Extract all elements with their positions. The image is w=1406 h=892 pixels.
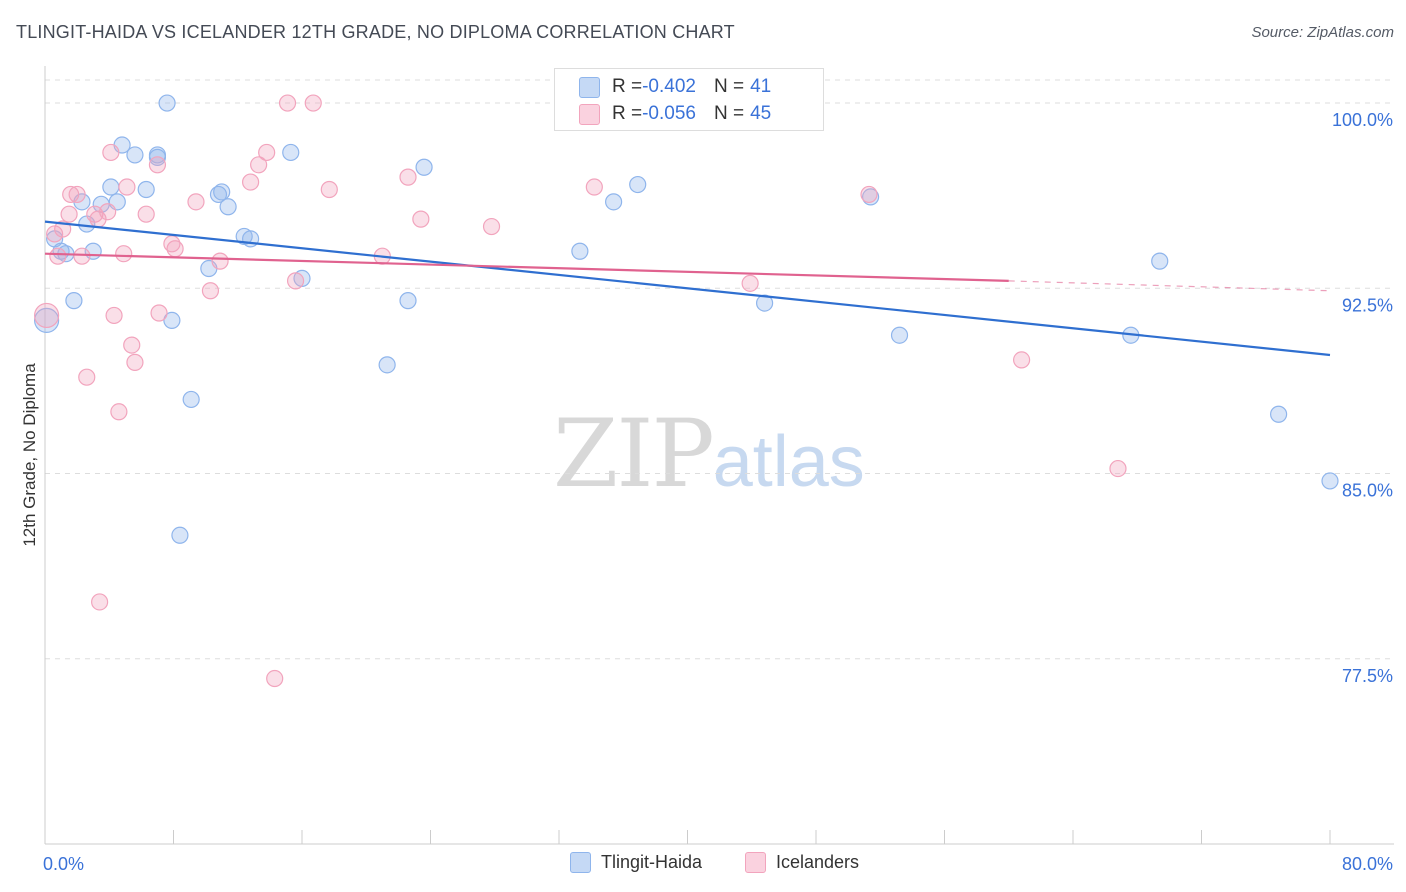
icelander-point: [741, 274, 759, 292]
icelander-point: [278, 94, 297, 112]
tlingit-haida-point: [755, 294, 774, 312]
icelander-point: [166, 240, 184, 258]
tlingit-haida-point: [282, 143, 300, 162]
tlingit-haida-point: [378, 356, 396, 374]
icelander-point: [585, 178, 603, 196]
tlingit-haida-point: [102, 178, 120, 196]
tlingit-haida-point: [137, 180, 155, 199]
icelander-point: [91, 593, 109, 611]
icelander-point: [54, 220, 72, 238]
icelander-point: [860, 185, 878, 204]
legend-r-label: R =: [612, 76, 643, 97]
tlingit-haida-point: [415, 158, 433, 176]
icelander-point: [99, 203, 117, 221]
watermark: ZIPatlas: [553, 400, 865, 509]
icelander-trendline: [44, 252, 1009, 282]
icelander-point: [250, 156, 268, 174]
icelander-point: [73, 247, 91, 265]
icelander-point: [105, 306, 123, 325]
y-tick-label: 77.5%: [1342, 666, 1393, 686]
icelander-point: [49, 247, 67, 265]
icelander-point: [482, 217, 501, 236]
legend-r-value: -0.056: [642, 103, 696, 124]
icelander-point: [34, 302, 60, 329]
icelander-point: [110, 403, 128, 421]
icelander-point: [211, 252, 229, 270]
tlingit-haida-point: [1151, 252, 1169, 270]
legend-r-value: -0.402: [642, 76, 696, 97]
icelander-point: [102, 143, 120, 162]
watermark-zip: ZIP: [553, 400, 715, 509]
icelander-point: [60, 205, 78, 223]
tlingit-haida-trendline: [44, 220, 1331, 357]
icelander-point: [1109, 459, 1127, 478]
icelander-point: [115, 245, 133, 263]
tlingit-haida-point: [126, 146, 144, 164]
tlingit-haida-point: [1321, 472, 1339, 490]
tlingit-haida-point: [163, 311, 181, 329]
legend-n-label: N =: [713, 103, 745, 124]
icelander-point: [304, 94, 322, 112]
icelander-point: [201, 282, 220, 300]
tlingit-haida-point: [571, 242, 589, 260]
icelander-point: [137, 205, 155, 223]
icelander-point: [242, 173, 260, 191]
legend-row-icelanders: R = -0.056 N = 45: [579, 102, 771, 126]
icelander-point: [68, 185, 86, 204]
bottom-legend-swatch-blue: [570, 852, 591, 873]
tlingit-haida-point: [629, 175, 647, 194]
icelander-point: [148, 156, 167, 174]
legend-n-value: 45: [750, 103, 772, 124]
tlingit-haida-point: [213, 183, 231, 201]
legend-n-value: 41: [750, 76, 772, 97]
icelander-point: [286, 272, 305, 290]
icelander-point: [126, 353, 144, 371]
tlingit-haida-point: [1269, 405, 1288, 423]
icelander-point: [1012, 351, 1031, 369]
legend-r-label: R =: [612, 103, 643, 124]
icelander-point: [412, 210, 430, 228]
icelander-point: [123, 336, 141, 354]
y-tick-label: 85.0%: [1342, 481, 1393, 501]
legend-swatch-blue: [579, 76, 600, 98]
bottom-legend-swatch-pink: [745, 852, 766, 873]
source-label: Source: ZipAtlas.com: [1251, 24, 1394, 41]
y-tick-label: 100.0%: [1332, 110, 1393, 130]
tlingit-haida-point: [65, 292, 83, 310]
icelander-point: [118, 178, 136, 196]
bottom-legend-label: Icelanders: [776, 852, 860, 872]
icelander-point: [266, 669, 284, 688]
y-tick-label: 92.5%: [1342, 295, 1393, 315]
tlingit-haida-point: [158, 94, 176, 112]
tlingit-haida-point: [605, 193, 623, 211]
legend-swatch-pink: [579, 103, 600, 125]
icelander-point: [86, 205, 104, 223]
icelander-point: [187, 193, 205, 211]
tlingit-haida-point: [209, 185, 228, 204]
icelander-point: [150, 304, 168, 322]
icelander-point: [258, 143, 276, 162]
icelander-point: [399, 168, 417, 186]
icelander-trendline-extension: [1008, 280, 1331, 292]
x-tick-label: 80.0%: [1342, 854, 1393, 874]
legend-n-label: N =: [713, 76, 745, 97]
bottom-legend-tlingit-haida: Tlingit-Haida: [570, 852, 702, 873]
x-tick-label: 0.0%: [43, 854, 84, 874]
legend-row-tlingit-haida: R = -0.402 N = 41: [579, 75, 771, 99]
tlingit-haida-point: [890, 326, 909, 344]
icelander-point: [78, 368, 96, 386]
icelander-point: [62, 185, 80, 204]
bottom-legend-icelanders: Icelanders: [745, 852, 859, 873]
watermark-atlas: atlas: [712, 422, 865, 502]
icelander-point: [320, 180, 338, 199]
tlingit-haida-point: [399, 292, 417, 310]
bottom-legend-label: Tlingit-Haida: [601, 852, 703, 872]
stats-legend: R = -0.402 N = 41 R = -0.056 N = 45: [554, 68, 824, 131]
chart-title: TLINGIT-HAIDA VS ICELANDER 12TH GRADE, N…: [16, 22, 735, 42]
tlingit-haida-point: [171, 526, 189, 544]
tlingit-haida-point: [219, 198, 237, 216]
tlingit-haida-point: [182, 390, 200, 409]
